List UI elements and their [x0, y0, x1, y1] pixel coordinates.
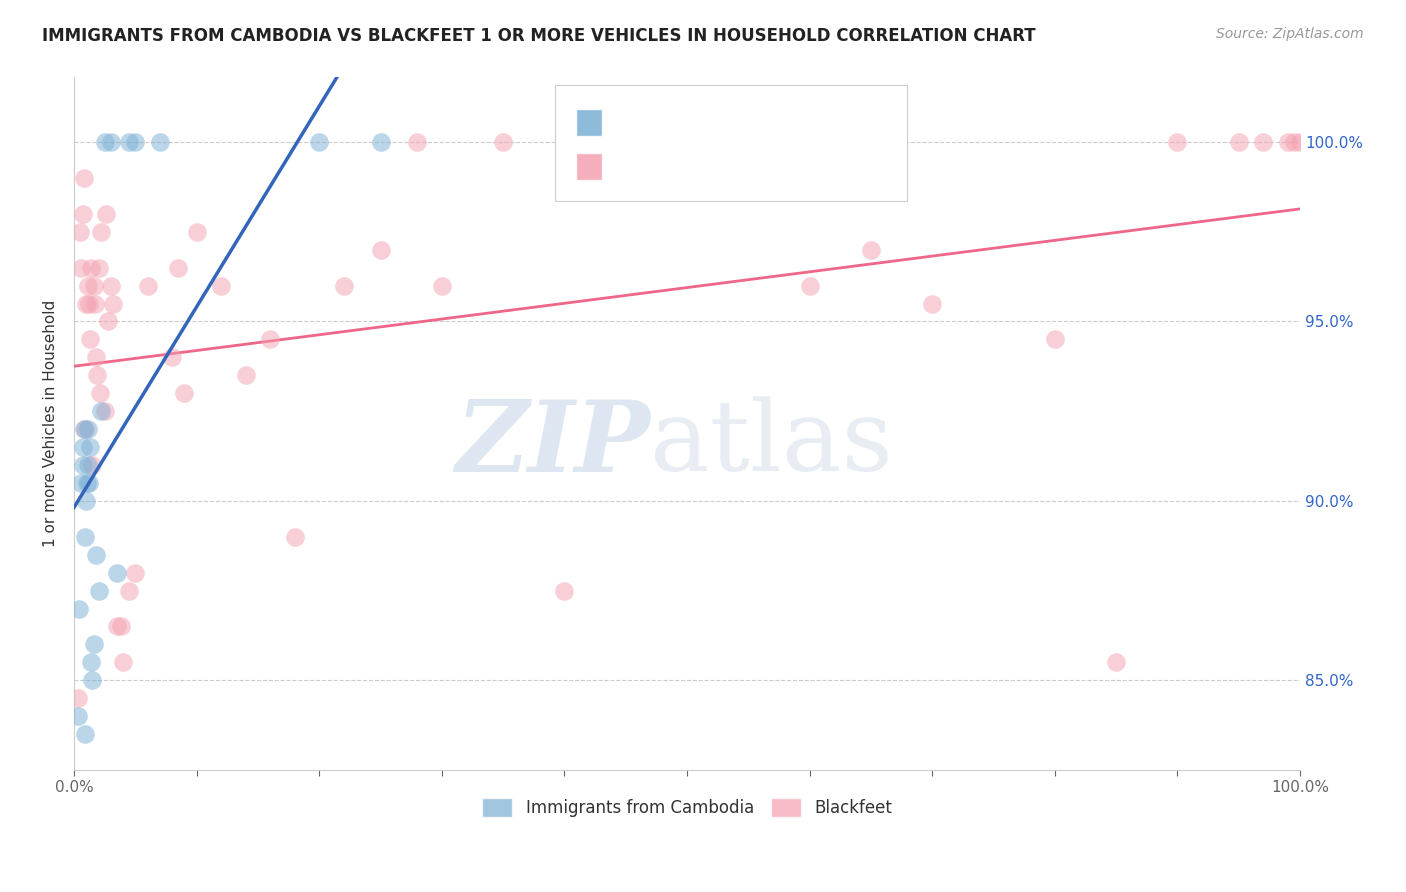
Point: [79, 440, 101, 454]
Point: [72, 207, 94, 221]
Point: [77, 422, 100, 436]
Point: [209, 278, 232, 293]
Point: [1227, 135, 1250, 149]
Point: [80, 656, 103, 670]
Point: [259, 332, 281, 346]
Point: [75, 296, 97, 310]
Point: [84, 548, 107, 562]
Point: [82, 673, 104, 688]
Text: IMMIGRANTS FROM CAMBODIA VS BLACKFEET 1 OR MORE VEHICLES IN HOUSEHOLD CORRELATIO: IMMIGRANTS FROM CAMBODIA VS BLACKFEET 1 …: [42, 27, 1036, 45]
Point: [118, 135, 141, 149]
Point: [93, 404, 115, 418]
Point: [110, 619, 132, 633]
Point: [103, 296, 125, 310]
Point: [66, 709, 89, 723]
Point: [118, 583, 141, 598]
Point: [69, 225, 91, 239]
Point: [66, 691, 89, 706]
Point: [73, 727, 96, 741]
Point: [676, 135, 699, 149]
Point: [1105, 656, 1128, 670]
Point: [149, 135, 172, 149]
Point: [160, 351, 183, 365]
Point: [370, 243, 392, 257]
Text: ZIP: ZIP: [456, 396, 651, 492]
Point: [235, 368, 257, 383]
Y-axis label: 1 or more Vehicles in Household: 1 or more Vehicles in Household: [44, 300, 58, 548]
Point: [73, 422, 96, 436]
Point: [86, 368, 108, 383]
Point: [1277, 135, 1299, 149]
Point: [75, 530, 97, 544]
Point: [84, 296, 107, 310]
Point: [70, 475, 93, 490]
Point: [84, 351, 107, 365]
Point: [173, 386, 195, 401]
Point: [859, 243, 882, 257]
Point: [93, 135, 115, 149]
Point: [75, 494, 97, 508]
Point: [799, 278, 821, 293]
Point: [406, 135, 429, 149]
Point: [72, 440, 94, 454]
Point: [100, 278, 122, 293]
Point: [79, 332, 101, 346]
Point: [1043, 332, 1066, 346]
Point: [70, 260, 93, 275]
Point: [1251, 135, 1274, 149]
Text: R =  0.340    N = 28: R = 0.340 N = 28: [612, 113, 793, 131]
Point: [284, 530, 307, 544]
Point: [72, 458, 94, 472]
Point: [90, 225, 112, 239]
Point: [83, 278, 105, 293]
Text: atlas: atlas: [651, 397, 893, 492]
Point: [87, 583, 110, 598]
Point: [1289, 135, 1312, 149]
Point: [136, 278, 159, 293]
Point: [67, 601, 90, 615]
Point: [921, 296, 943, 310]
Point: [186, 225, 208, 239]
Point: [105, 566, 128, 580]
Point: [124, 135, 146, 149]
Point: [492, 135, 515, 149]
Text: Source: ZipAtlas.com: Source: ZipAtlas.com: [1216, 27, 1364, 41]
Point: [553, 583, 575, 598]
Point: [73, 170, 96, 185]
Point: [97, 314, 120, 328]
Point: [308, 135, 330, 149]
Point: [100, 135, 122, 149]
Point: [75, 422, 97, 436]
Point: [333, 278, 356, 293]
Point: [87, 260, 110, 275]
Point: [83, 637, 105, 651]
Point: [76, 475, 98, 490]
Point: [76, 278, 98, 293]
Point: [1282, 135, 1305, 149]
Point: [82, 458, 104, 472]
Point: [90, 404, 112, 418]
Point: [76, 458, 98, 472]
Point: [1166, 135, 1188, 149]
Point: [80, 260, 103, 275]
Point: [77, 296, 100, 310]
Legend: Immigrants from Cambodia, Blackfeet: Immigrants from Cambodia, Blackfeet: [475, 791, 898, 824]
Point: [430, 278, 453, 293]
Point: [112, 656, 135, 670]
Point: [94, 207, 117, 221]
Text: R =  0.071    N = 56: R = 0.071 N = 56: [612, 158, 793, 176]
Point: [167, 260, 190, 275]
Point: [370, 135, 392, 149]
Point: [89, 386, 111, 401]
Point: [124, 566, 146, 580]
Point: [105, 619, 128, 633]
Point: [77, 475, 100, 490]
